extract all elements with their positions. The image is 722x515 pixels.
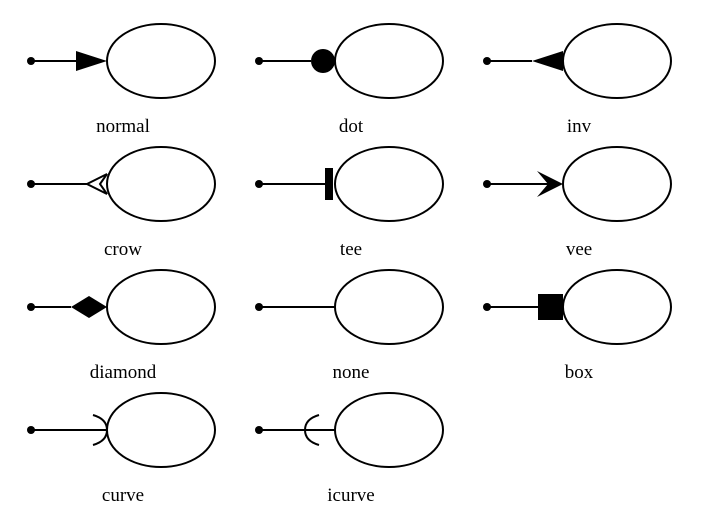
arrow-type-label: icurve [327, 485, 374, 506]
cell-normal: normal [27, 23, 216, 137]
crow-arrowhead [84, 173, 108, 195]
vee-arrowhead [537, 171, 563, 197]
diamond-arrowhead [71, 296, 107, 318]
arrow-type-label: inv [567, 116, 592, 137]
ellipse-node [562, 269, 672, 345]
arrow-type-label: dot [339, 116, 364, 137]
ellipse-node [106, 269, 216, 345]
ellipse-node [562, 146, 672, 222]
cell-dot: dot [255, 23, 444, 137]
cell-icurve: icurve [255, 392, 444, 506]
arrow-type-label: diamond [90, 362, 157, 383]
arrow-type-label: box [565, 362, 594, 383]
cell-none: none [255, 269, 444, 383]
arrow-type-label: none [333, 362, 370, 383]
ellipse-node [106, 392, 216, 468]
cell-vee: vee [483, 146, 672, 260]
cell-crow: crow [27, 146, 216, 260]
arrow-type-label: curve [102, 485, 144, 506]
normal-arrowhead [76, 51, 107, 71]
cell-box: box [483, 269, 672, 383]
ellipse-node [334, 23, 444, 99]
arrow-type-label: tee [340, 239, 362, 260]
ellipse-node [106, 23, 216, 99]
cell-tee: tee [255, 146, 444, 260]
cell-inv: inv [483, 23, 672, 137]
arrow-type-label: normal [96, 116, 150, 137]
ellipse-node [334, 269, 444, 345]
box-arrowhead [538, 294, 563, 320]
inv-arrowhead [532, 51, 563, 71]
ellipse-node [562, 23, 672, 99]
dot-arrowhead [311, 49, 335, 73]
arrow-type-label: crow [104, 239, 142, 260]
arrow-type-label: vee [566, 239, 592, 260]
ellipse-node [334, 146, 444, 222]
cell-diamond: diamond [27, 269, 216, 383]
cell-curve: curve [27, 392, 216, 506]
ellipse-node [334, 392, 444, 468]
ellipse-node [106, 146, 216, 222]
